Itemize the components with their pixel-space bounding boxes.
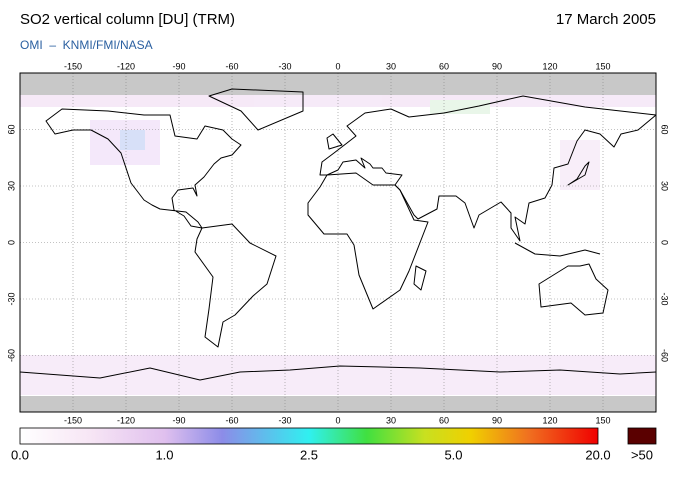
lon-tick-label-top: -120: [117, 61, 135, 71]
lat-tick-label-left: 60: [6, 124, 16, 134]
lon-tick-label-top: 120: [542, 61, 557, 71]
colorbar-labels: 0.0 1.0 2.5 5.0 20.0: [11, 447, 611, 462]
map-frame: [19, 72, 657, 413]
lon-tick-label-top: -150: [64, 61, 82, 71]
eurasia: [319, 95, 657, 242]
lon-tick-label-bottom: -30: [278, 415, 291, 425]
north-america: [45, 108, 242, 229]
colorbar-label: 2.5: [300, 447, 318, 462]
lat-tick-label-left: -60: [6, 349, 16, 362]
lon-tick-label-bottom: -150: [64, 415, 82, 425]
lon-tick-label-top: 30: [386, 61, 396, 71]
lon-tick-label-top: -60: [225, 61, 238, 71]
lon-tick-label-bottom: 60: [439, 415, 449, 425]
lon-tick-label-bottom: -60: [225, 415, 238, 425]
madagascar: [413, 265, 427, 291]
coastlines: [19, 88, 657, 381]
japan: [567, 161, 590, 186]
credit: OMI – KNMI/FMI/NASA: [20, 38, 153, 52]
title: SO2 vertical column [DU] (TRM): [20, 11, 235, 28]
lon-tick-label-top: -30: [278, 61, 291, 71]
lat-tick-label-left: 0: [6, 240, 16, 245]
lat-tick-label-right: 0: [660, 240, 670, 245]
lon-tick-label-top: 0: [335, 61, 340, 71]
colorbar-overflow: [627, 427, 657, 445]
greenland: [208, 88, 304, 131]
lat-tick-label-right: -30: [660, 292, 670, 305]
lon-tick-label-bottom: 120: [542, 415, 557, 425]
polar-no-data: [20, 73, 656, 95]
lon-tick-label-top: 60: [439, 61, 449, 71]
lat-tick-label-right: -60: [660, 349, 670, 362]
lon-tick-label-bottom: -90: [172, 415, 185, 425]
lon-tick-label-top: -90: [172, 61, 185, 71]
date: 17 March 2005: [556, 11, 656, 28]
australia: [538, 263, 609, 316]
lon-tick-label-bottom: 30: [386, 415, 396, 425]
indonesia: [514, 242, 601, 257]
lon-tick-label-bottom: 150: [595, 415, 610, 425]
lon-tick-label-top: 90: [492, 61, 502, 71]
colorbar-label: 5.0: [444, 447, 462, 462]
map: [19, 72, 657, 413]
lat-tick-label-left: 30: [6, 181, 16, 191]
britain: [326, 133, 343, 150]
lon-tick-label-top: 150: [595, 61, 610, 71]
lat-tick-label-left: -30: [6, 292, 16, 305]
south-america: [194, 223, 277, 348]
colorbar-label: 1.0: [155, 447, 173, 462]
lat-tick-label-right: 30: [660, 181, 670, 191]
africa: [307, 172, 429, 310]
colorbar-label: 0.0: [11, 447, 29, 462]
colorbar-label: 20.0: [585, 447, 610, 462]
antarctica: [19, 365, 657, 381]
graticule: [20, 73, 656, 412]
lat-tick-label-right: 60: [660, 124, 670, 134]
lon-tick-label-bottom: 90: [492, 415, 502, 425]
lon-tick-label-bottom: -120: [117, 415, 135, 425]
colorbar-overflow-label: >50: [631, 447, 653, 462]
colorbar: [19, 427, 599, 445]
lon-tick-label-bottom: 0: [335, 415, 340, 425]
